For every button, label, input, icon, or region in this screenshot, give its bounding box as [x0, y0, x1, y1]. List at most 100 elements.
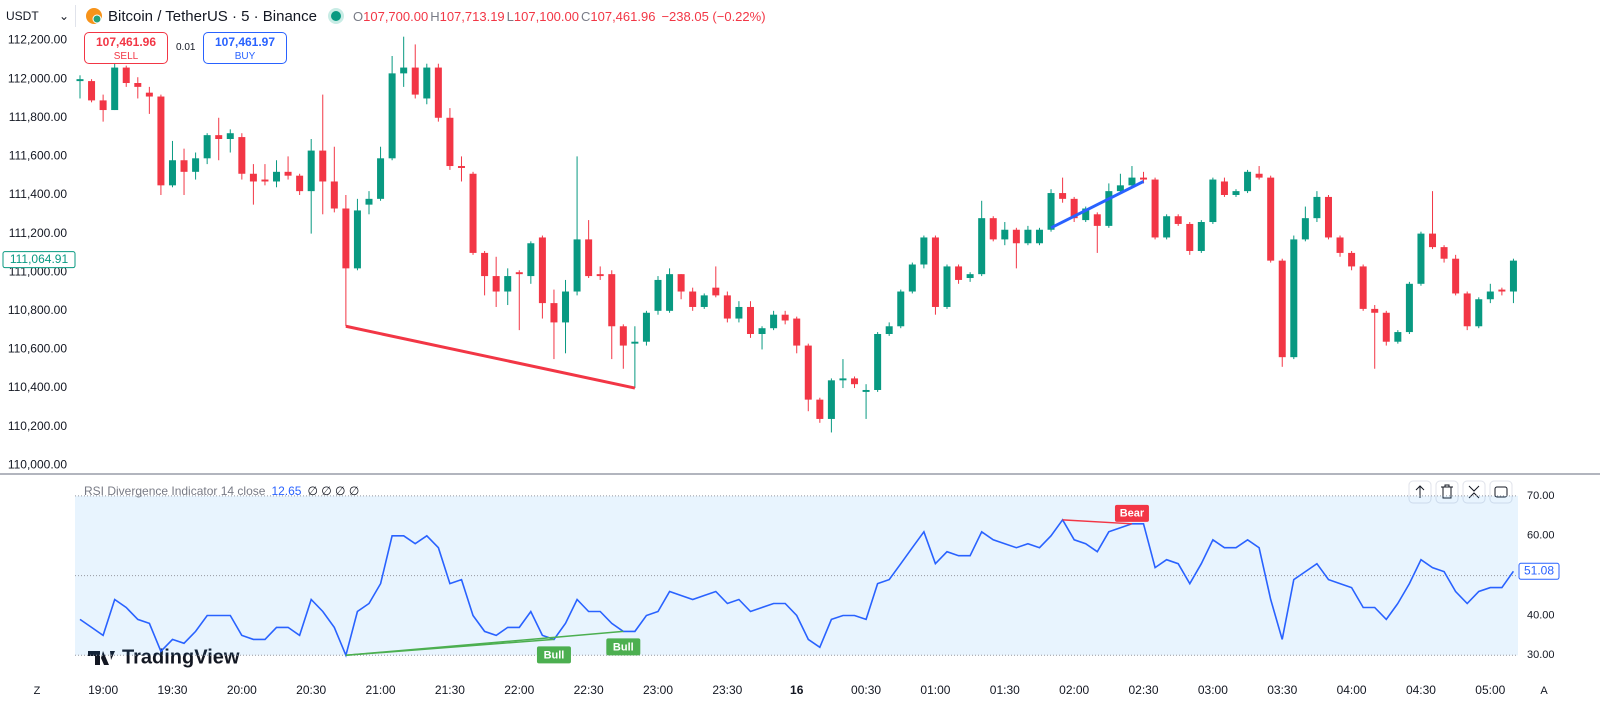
rsi-value-box: [1518, 562, 1560, 580]
candle-body: [1093, 214, 1101, 226]
candle-body: [562, 291, 570, 323]
y-tick-label: 110,400.00: [8, 380, 67, 394]
candle-body: [1290, 239, 1298, 358]
candle-body: [1498, 289, 1506, 292]
x-tick-label: 19:30: [157, 683, 187, 697]
candle-body: [1336, 237, 1344, 253]
x-tick-label: 02:30: [1129, 683, 1159, 697]
candle-body: [365, 198, 373, 205]
sell-button[interactable]: 107,461.96 SELL: [84, 32, 168, 64]
divergence-label: Bear: [1120, 508, 1145, 520]
x-tick-label: 02:00: [1059, 683, 1089, 697]
logo: [88, 651, 115, 665]
corner-label[interactable]: A: [1540, 685, 1548, 697]
candle-body: [920, 237, 928, 265]
candle-body: [423, 67, 431, 99]
candle-body: [1244, 171, 1252, 192]
y-tick-label: 110,200.00: [8, 419, 67, 433]
candle-body: [1382, 312, 1390, 342]
y-tick-label: 110,600.00: [8, 342, 67, 356]
candle-body: [804, 345, 812, 400]
candle-body: [1405, 283, 1413, 333]
y-tick-label: 111,200.00: [9, 226, 68, 240]
divergence-line: [345, 630, 624, 657]
maximize-button[interactable]: [1489, 480, 1513, 504]
divergence-label: Bull: [613, 641, 634, 653]
candle-body: [388, 73, 396, 159]
rsi-value-label: 51.08: [1524, 563, 1554, 577]
rsi-title: RSI Divergence Indicator 14 close: [84, 484, 266, 498]
ohlc-value: 107,713.19: [439, 9, 505, 24]
candle-body: [319, 150, 327, 182]
candle-body: [1024, 229, 1032, 244]
chevron: ⌄: [58, 9, 69, 23]
candle-body: [226, 133, 234, 140]
candle-body: [492, 276, 500, 292]
x-tick-label: 19:00: [88, 683, 118, 697]
trend-line: [1050, 180, 1145, 230]
ohlc-key: C: [580, 9, 591, 24]
candle-body: [1220, 181, 1228, 195]
candle-body: [1359, 266, 1367, 309]
candle-body: [238, 137, 246, 174]
last-price-box: [2, 251, 76, 269]
collapse-button[interactable]: [1462, 480, 1486, 504]
corner-label[interactable]: Z: [34, 685, 41, 697]
watermark: TradingView: [88, 646, 240, 668]
trend-line: [345, 324, 636, 390]
candle-body: [273, 171, 281, 182]
ohlc-value: 107,100.00: [513, 9, 579, 24]
x-tick-label: 23:00: [643, 683, 673, 697]
candle-body: [1486, 291, 1494, 300]
ohlc-value: 107,700.00: [363, 9, 429, 24]
candle-body: [145, 92, 153, 97]
candle-body: [897, 291, 905, 327]
y-tick-label: 112,000.00: [8, 71, 67, 85]
divergence-line: [1062, 519, 1133, 525]
rsi-tick-label: 40.00: [1527, 609, 1555, 621]
x-tick-label: 20:30: [296, 683, 326, 697]
symbol: USDT: [6, 9, 39, 23]
x-tick-label: 04:30: [1406, 683, 1436, 697]
candle-body: [677, 274, 685, 292]
candle-body: [862, 389, 870, 392]
buy-price: 107,461.97: [214, 35, 276, 49]
candle-body: [931, 237, 939, 307]
candle-body: [874, 333, 882, 390]
candle-body: [157, 96, 165, 186]
candle-body: [723, 295, 731, 319]
candle-body: [689, 291, 697, 307]
candle-body: [1394, 332, 1402, 342]
x-tick-label: 03:30: [1267, 683, 1297, 697]
candle-body: [307, 150, 315, 192]
x-tick-label: 22:00: [504, 683, 534, 697]
rsi-line: [79, 518, 1515, 658]
candle-body: [538, 237, 546, 304]
candle-body: [1186, 223, 1194, 251]
ohlc-value: 107,461.96: [590, 9, 656, 24]
candle-body: [654, 279, 662, 311]
symbol-select[interactable]: USDT ⌄: [0, 5, 76, 27]
candle-body: [608, 274, 616, 327]
ohlc: O107,700.00 H107,713.19 L107,100.00 C107,46…: [351, 8, 655, 24]
divergence-label: Bull: [544, 649, 565, 661]
candle-body: [1163, 216, 1171, 238]
candle-body: [596, 274, 604, 277]
x-tick-label: 01:30: [990, 683, 1020, 697]
candle-body: [816, 399, 824, 419]
candle-body: [827, 380, 835, 419]
candle-body: [978, 218, 986, 275]
candle-body: [943, 266, 951, 307]
candle-body: [192, 158, 200, 172]
candle-body: [122, 67, 130, 84]
candle-body: [353, 210, 361, 269]
candle-body: [134, 83, 142, 87]
divergence-badge: [606, 638, 641, 656]
candle-body: [1429, 233, 1437, 248]
buy-button[interactable]: 107,461.97 BUY: [203, 32, 287, 64]
candle-body: [446, 117, 454, 167]
candle-body: [585, 239, 593, 277]
candle-body: [885, 326, 893, 334]
x-tick-label: 05:00: [1475, 683, 1505, 697]
y-tick-label: 112,200.00: [8, 33, 67, 47]
